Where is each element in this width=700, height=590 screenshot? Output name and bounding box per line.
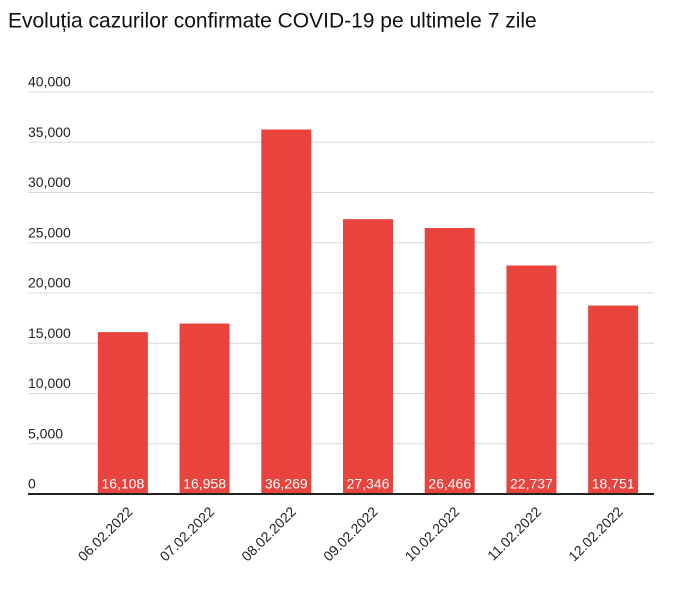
bar: [179, 323, 230, 494]
y-tick-label: 25,000: [28, 224, 71, 240]
value-label: 26,466: [428, 476, 471, 492]
value-label: 27,346: [347, 476, 390, 492]
y-tick-label: 10,000: [28, 375, 71, 391]
y-tick-label: 35,000: [28, 124, 71, 140]
x-tick-label: 08.02.2022: [238, 503, 299, 564]
bar: [343, 219, 393, 494]
bar: [261, 129, 312, 494]
y-tick-label: 15,000: [28, 325, 71, 341]
y-tick-label: 30,000: [28, 174, 71, 190]
value-label: 22,737: [510, 476, 553, 492]
y-tick-label: 40,000: [28, 74, 71, 90]
x-tick-label: 09.02.2022: [320, 503, 381, 564]
y-tick-label: 20,000: [28, 275, 71, 291]
x-tick-label: 07.02.2022: [156, 503, 217, 564]
bar: [424, 228, 475, 494]
bar: [588, 305, 639, 494]
value-label: 18,751: [592, 476, 635, 492]
value-label: 16,958: [183, 476, 226, 492]
value-label: 16,108: [101, 476, 144, 492]
bar: [506, 265, 557, 494]
value-label: 36,269: [265, 476, 308, 492]
y-tick-label: 5,000: [28, 425, 63, 441]
x-tick-label: 11.02.2022: [484, 503, 544, 563]
y-tick-label: 0: [28, 476, 36, 492]
bar: [97, 332, 148, 494]
x-tick-label: 12.02.2022: [565, 503, 626, 564]
x-tick-label: 06.02.2022: [75, 503, 136, 564]
chart-title: Evoluția cazurilor confirmate COVID-19 p…: [8, 10, 537, 33]
x-tick-label: 10.02.2022: [402, 503, 463, 564]
